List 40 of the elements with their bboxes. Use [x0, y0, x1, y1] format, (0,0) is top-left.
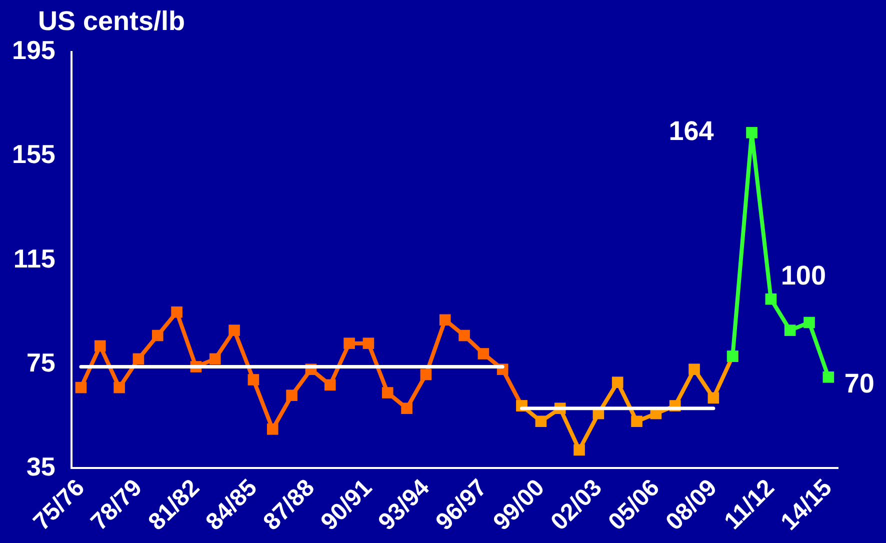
point: [75, 382, 87, 394]
point: [382, 387, 394, 398]
point: [746, 126, 758, 138]
y-axis-title: US cents/lb: [38, 6, 186, 37]
point: [401, 402, 412, 414]
point: [688, 364, 700, 375]
data-label: 70: [844, 368, 874, 399]
point: [420, 368, 432, 380]
point: [132, 353, 144, 365]
point: [94, 340, 106, 352]
y-tick-label: 75: [26, 347, 56, 378]
point: [612, 376, 624, 388]
point: [631, 416, 642, 428]
y-tick-label: 115: [13, 243, 56, 274]
point: [458, 330, 470, 342]
point: [574, 444, 585, 456]
point: [439, 314, 451, 326]
point: [344, 338, 355, 349]
point: [822, 371, 834, 383]
point: [114, 382, 125, 394]
y-tick-label: 155: [12, 139, 56, 170]
point: [708, 392, 720, 404]
point: [804, 316, 815, 328]
point: [286, 390, 298, 401]
y-tick-label: 35: [26, 451, 56, 482]
point: [228, 324, 240, 336]
point: [784, 324, 796, 336]
point: [152, 330, 164, 342]
point: [324, 379, 336, 391]
point: [765, 293, 777, 305]
point: [209, 353, 221, 365]
data-label: 164: [668, 116, 714, 146]
point: [248, 374, 260, 386]
point: [478, 348, 490, 360]
y-tick-label: 195: [12, 35, 56, 66]
point: [171, 306, 182, 318]
point: [266, 423, 278, 435]
point: [362, 338, 374, 349]
point: [535, 416, 547, 428]
data-label: 100: [780, 260, 826, 291]
